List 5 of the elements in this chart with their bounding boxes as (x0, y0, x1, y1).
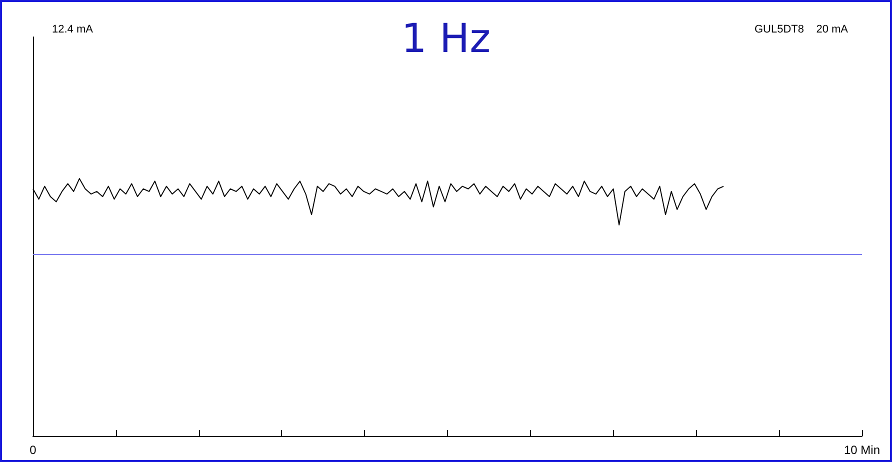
x-tick-label: 10 Min (844, 443, 880, 457)
chart-title: 1 Hz (401, 16, 491, 62)
x-tick-label: 0 (30, 443, 37, 457)
text: GUL5DT8 20 mA (754, 24, 849, 36)
text: 12.4 mA (52, 24, 94, 36)
